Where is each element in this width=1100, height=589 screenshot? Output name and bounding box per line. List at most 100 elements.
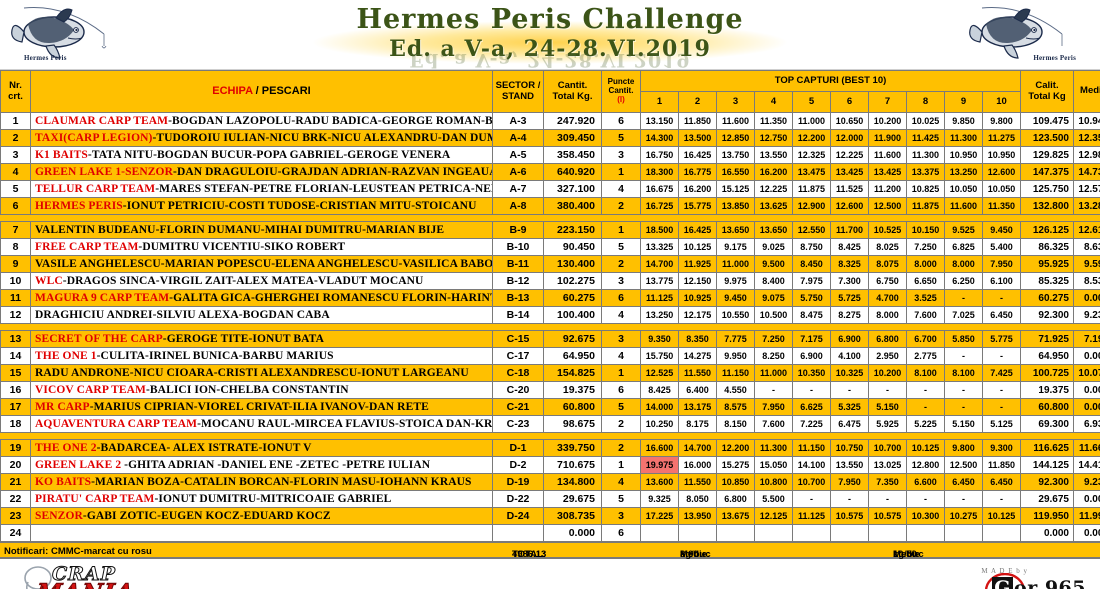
cell-team-anglers: AQUAVENTURA CARP TEAM-MOCANU RAUL-MIRCEA… <box>30 415 493 433</box>
th-top-7: 7 <box>868 91 907 113</box>
cell-medie: 9.593 <box>1073 255 1100 273</box>
table-row[interactable]: 9 VASILE ANGHELESCU-MARIAN POPESCU-ELENA … <box>0 255 1100 273</box>
cell-top-3: 13.850 <box>716 197 755 215</box>
cell-top-9: - <box>944 381 983 399</box>
cell-puncte-cantit: 4 <box>601 347 641 365</box>
table-row[interactable]: 19 THE ONE 2-BADARCEA- ALEX ISTRATE-IONUT… <box>0 439 1100 457</box>
cell-top-6: 11.525 <box>830 180 869 198</box>
cell-top-5: 12.200 <box>792 129 831 147</box>
cell-top-1: 14.000 <box>640 398 679 416</box>
cell-top-10: 6.450 <box>982 473 1021 491</box>
cell-top-10: 7.425 <box>982 364 1021 382</box>
cell-nr-crt: 9 <box>0 255 31 273</box>
table-row[interactable]: 4 GREEN LAKE 1-SENZOR-DAN DRAGULOIU-GRAJD… <box>0 163 1100 181</box>
cell-top-6: 8.425 <box>830 238 869 256</box>
cell-sector-stand: D-2 <box>492 456 544 474</box>
cell-top-4: 8.250 <box>754 347 793 365</box>
cell-top-7: 10.200 <box>868 364 907 382</box>
table-row[interactable]: 2 TAXI(CARP LEGION)-TUDOROIU IULIAN-NICU … <box>0 129 1100 147</box>
cell-top-5: 14.100 <box>792 456 831 474</box>
cell-top-3: 15.275 <box>716 456 755 474</box>
th-puncte-cantit-line3: (I) <box>617 94 625 104</box>
table-row[interactable]: 18 AQUAVENTURA CARP TEAM-MOCANU RAUL-MIRC… <box>0 415 1100 433</box>
cell-top-4: - <box>754 381 793 399</box>
cell-cantit-total: 130.400 <box>543 255 602 273</box>
cell-puncte-cantit: 3 <box>601 507 641 525</box>
cell-top-8: 6.700 <box>906 330 945 348</box>
cell-top-4: 16.200 <box>754 163 793 181</box>
table-row[interactable]: 23 SENZOR-GABI ZOTIC-EUGEN KOCZ-EDUARD KO… <box>0 507 1100 525</box>
cell-top-2: 13.175 <box>678 398 717 416</box>
th-top-5: 5 <box>792 91 831 113</box>
cell-top-4: 13.650 <box>754 221 793 239</box>
table-row[interactable]: 3 K1 BAITS-TATA NITU-BOGDAN BUCUR-POPA GA… <box>0 146 1100 164</box>
cell-top-10: 7.950 <box>982 255 1021 273</box>
cell-top-8: 10.125 <box>906 439 945 457</box>
cell-top-8: - <box>906 398 945 416</box>
cell-top-10: 11.850 <box>982 456 1021 474</box>
cell-top-1: 19.975 <box>640 456 679 474</box>
cell-team-anglers: VICOV CARP TEAM-BALICI ION-CHELBA CONSTA… <box>30 381 493 399</box>
cell-medie: 9.230 <box>1073 473 1100 491</box>
cell-medie: 7.193 <box>1073 330 1100 348</box>
cell-top-7: 13.025 <box>868 456 907 474</box>
cell-top-7: 6.800 <box>868 330 907 348</box>
table-row[interactable]: 22 PIRATU' CARP TEAM-IONUT DUMITRU-MITRIC… <box>0 490 1100 508</box>
cell-top-1: 10.250 <box>640 415 679 433</box>
cell-top-9: 9.800 <box>944 439 983 457</box>
cell-top-6: 10.650 <box>830 112 869 130</box>
cell-top-8: 12.800 <box>906 456 945 474</box>
table-row[interactable]: 6 HERMES PERIS-IONUT PETRICIU-COSTI TUDOS… <box>0 197 1100 215</box>
table-row[interactable]: 15 RADU ANDRONE-NICU CIOARA-CRISTI ALEXAN… <box>0 364 1100 382</box>
cell-medie: 12.350 <box>1073 129 1100 147</box>
cell-top-7: 6.750 <box>868 272 907 290</box>
cell-calit-total: 95.925 <box>1020 255 1074 273</box>
table-row[interactable]: 12 DRAGHICIU ANDREI-SILVIU ALEXA-BOGDAN C… <box>0 306 1100 324</box>
gor-g-letter: G <box>992 577 1014 589</box>
cell-top-9: 9.525 <box>944 221 983 239</box>
cell-top-2: 15.775 <box>678 197 717 215</box>
cell-top-3: 6.800 <box>716 490 755 508</box>
table-row[interactable]: 10 WLC-DRAGOS SINCA-VIRGIL ZAIT-ALEX MATE… <box>0 272 1100 290</box>
gor-ellipse-icon <box>984 573 1026 589</box>
totals-bar: Notificari: CMMC-marcat cu rosu TOTAL: 4… <box>0 542 1100 571</box>
table-row[interactable]: 1 CLAUMAR CARP TEAM-BOGDAN LAZOPOLU-RADU … <box>0 112 1100 130</box>
th-top-9: 9 <box>944 91 983 113</box>
cell-top-10: 11.275 <box>982 129 1021 147</box>
cell-top-4: 7.600 <box>754 415 793 433</box>
th-puncte-cantit: Puncte Cantit. (I) <box>601 70 641 113</box>
cell-top-9: 11.300 <box>944 129 983 147</box>
table-row[interactable]: 5 TELLUR CARP TEAM-MARES STEFAN-PETRE FLO… <box>0 180 1100 198</box>
cell-top-5: 11.150 <box>792 439 831 457</box>
cell-team-anglers: VALENTIN BUDEANU-FLORIN DUMANU-MIHAI DUM… <box>30 221 493 239</box>
table-row[interactable]: 7 VALENTIN BUDEANU-FLORIN DUMANU-MIHAI DU… <box>0 221 1100 239</box>
th-calit-line2: Total Kg <box>1028 90 1066 102</box>
cell-top-2: 11.850 <box>678 112 717 130</box>
cell-top-6: 7.950 <box>830 473 869 491</box>
table-row[interactable]: 17 MR CARP-MARIUS CIPRIAN-VIOREL CRIVAT-I… <box>0 398 1100 416</box>
table-row[interactable]: 16 VICOV CARP TEAM-BALICI ION-CHELBA CONS… <box>0 381 1100 399</box>
cell-team-anglers: THE ONE 1-CULITA-IRINEL BUNICA-BARBU MAR… <box>30 347 493 365</box>
cell-top-5: 8.750 <box>792 238 831 256</box>
table-row[interactable]: 21 KO BAITS-MARIAN BOZA-CATALIN BORCAN-FL… <box>0 473 1100 491</box>
crap-mania-logo: CRAP MANIA ora exactă în pescuit <box>22 562 157 589</box>
results-table: Nr. crt. ECHIPA / PESCARI SECTOR / STAND… <box>0 70 1100 542</box>
cell-top-2: 11.550 <box>678 364 717 382</box>
table-row[interactable]: 8 FREE CARP TEAM-DUMITRU VICENTIU-SIKO RO… <box>0 238 1100 256</box>
fish-rod-icon <box>11 7 107 59</box>
cell-calit-total: 92.300 <box>1020 306 1074 324</box>
cell-nr-crt: 22 <box>0 490 31 508</box>
table-row[interactable]: 14 THE ONE 1-CULITA-IRINEL BUNICA-BARBU M… <box>0 347 1100 365</box>
table-row[interactable]: 20 GREEN LAKE 2 -GHITA ADRIAN -DANIEL ENE… <box>0 456 1100 474</box>
medie-unit: kg/buc <box>680 549 711 560</box>
cell-top-5: - <box>792 381 831 399</box>
cell-top-2: 11.550 <box>678 473 717 491</box>
cell-top-6: 13.425 <box>830 163 869 181</box>
cell-team-anglers: MR CARP-MARIUS CIPRIAN-VIOREL CRIVAT-ILI… <box>30 398 493 416</box>
cell-top-5: 5.750 <box>792 289 831 307</box>
table-row[interactable]: 11 MAGURA 9 CARP TEAM-GALITA GICA-GHERGHE… <box>0 289 1100 307</box>
cell-sector-stand: D-22 <box>492 490 544 508</box>
table-row[interactable]: 13 SECRET OF THE CARP-GEROGE TITE-IONUT B… <box>0 330 1100 348</box>
